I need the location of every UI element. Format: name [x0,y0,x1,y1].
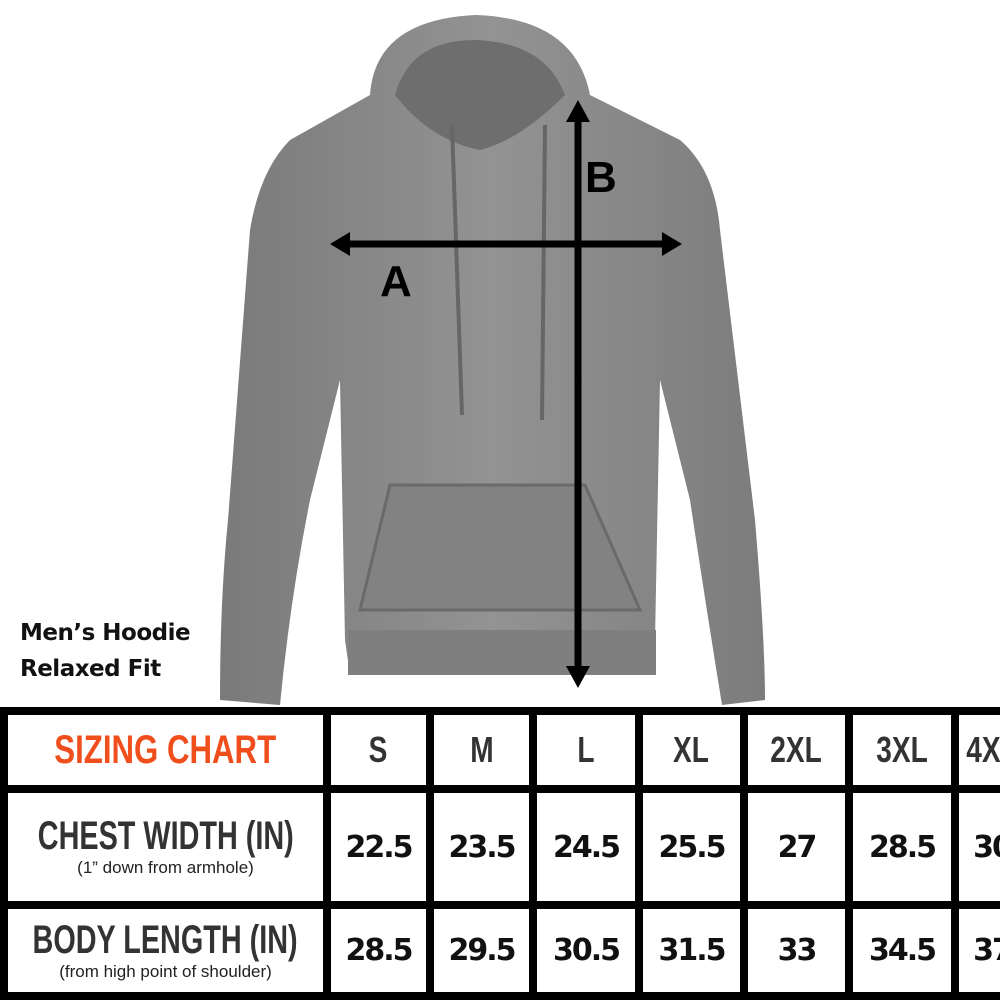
size-header: M [434,715,529,785]
table-cell: 34.5 [853,909,951,992]
hood-opening [395,40,565,150]
table-cell: 33 [748,909,845,992]
drawstring-right [540,124,547,421]
table-cell: 22.5 [331,793,426,901]
size-header: 2XL [748,715,845,785]
fit-type: Relaxed Fit [20,656,161,682]
table-cell: 29.5 [434,909,529,992]
table-cell: 25.5 [643,793,740,901]
table-cell: 23.5 [434,793,529,901]
pocket [358,483,643,612]
table-cell: 28.5 [331,909,426,992]
measurement-b-arrow [566,100,590,688]
table-cell: 28.5 [853,793,951,901]
size-header: S [331,715,426,785]
drawstring-left [450,124,464,416]
table-cell: 31.5 [643,909,740,992]
sizing-table: SIZING CHART S M L XL 2XL 3XL 4XL CHEST … [0,707,1000,1000]
table-cell: 24.5 [537,793,635,901]
table-cell: 30 [959,793,1000,901]
hoodie-body [220,15,765,705]
row-label-chest: CHEST WIDTH (IN) (1” down from armhole) [8,793,323,901]
table-cell: 27 [748,793,845,901]
measurement-a-arrow [330,232,682,256]
product-name: Men’s Hoodie [20,620,191,646]
label-b: B [585,153,617,202]
size-header: XL [643,715,740,785]
row-label-length: BODY LENGTH (IN) (from high point of shou… [8,909,323,992]
table-cell: 30.5 [537,909,635,992]
waistband [348,630,656,675]
size-header: 3XL [853,715,951,785]
table-title-cell: SIZING CHART [8,715,323,785]
table-cell: 37 [959,909,1000,992]
label-a: A [380,257,412,306]
table-title: SIZING CHART [54,727,277,772]
size-header: 4XL [959,715,1000,785]
hoodie-illustration: A B [220,15,765,705]
size-header: L [537,715,635,785]
